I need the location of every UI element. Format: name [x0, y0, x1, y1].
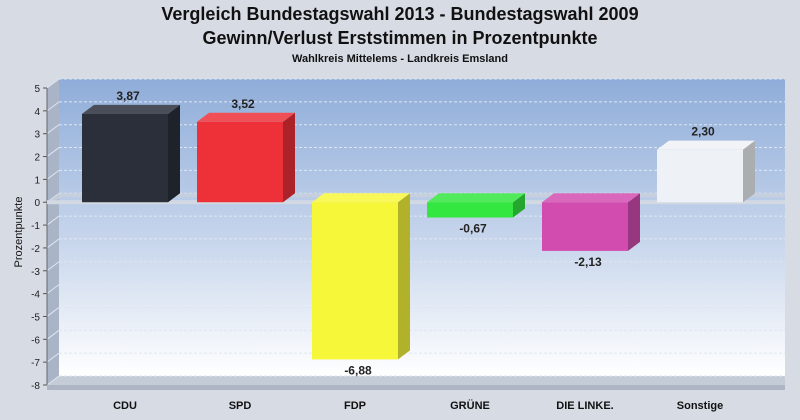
bar-top: [657, 140, 755, 150]
gridline-side: [46, 124, 60, 135]
plot-side-wall: [47, 79, 59, 385]
bar-top: [427, 193, 525, 203]
bar: [427, 202, 513, 218]
gridline-side: [46, 352, 60, 363]
bar: [657, 149, 743, 203]
gridline-side: [46, 215, 60, 226]
gridline-side: [46, 101, 60, 112]
plot-area: 5 4 3 2 1 0 -1 -2 -3 -4 -5 -6 -7 -8 3,87 CDU 3,52 SPD -6,8…: [31, 78, 785, 412]
bar: [312, 202, 398, 360]
bar-side: [513, 193, 525, 218]
gridline-side: [46, 238, 60, 249]
bar-top: [82, 104, 180, 114]
gridline-side: [46, 78, 60, 89]
chart-subtitle: Gewinn/Verlust Erststimmen in Prozentpun…: [202, 28, 598, 48]
data-label: 2,30: [691, 125, 715, 139]
chart-title: Vergleich Bundestagswahl 2013 - Bundesta…: [161, 4, 639, 24]
bar: [542, 202, 628, 251]
gridline-side: [46, 147, 60, 157]
plot-floor: [47, 376, 785, 385]
zero-line: [47, 200, 785, 205]
bar-side: [743, 140, 755, 203]
chart-caption: Wahlkreis Mittelems - Landkreis Emsland: [292, 53, 508, 65]
data-label: -2,13: [574, 255, 602, 269]
data-label: 3,52: [231, 97, 255, 111]
y-tick-label: -8: [31, 381, 40, 392]
bar-side: [168, 104, 180, 203]
data-label: -6,88: [344, 363, 372, 377]
y-tick-label: 3: [34, 130, 40, 141]
gridline-side: [46, 375, 60, 386]
bar-top: [312, 193, 410, 203]
y-tick-label: 5: [34, 84, 40, 95]
y-tick-label: 0: [34, 198, 40, 209]
data-label: 3,87: [116, 89, 140, 103]
bar-top: [197, 112, 295, 122]
bar-side: [628, 193, 640, 251]
bar: [197, 121, 283, 203]
y-tick-label: 2: [34, 153, 40, 164]
gridline-side: [46, 284, 60, 295]
y-tick-label: 4: [34, 107, 40, 118]
bar-side: [398, 193, 410, 360]
gridline-side: [46, 261, 60, 272]
gridline-side: [46, 307, 60, 317]
gridline-side: [46, 169, 60, 180]
x-tick-label: Sonstige: [677, 400, 723, 412]
x-tick-label: GRÜNE: [450, 399, 490, 412]
y-tick-label: -1: [31, 221, 40, 232]
y-tick-label: -6: [31, 335, 40, 346]
x-tick-label: SPD: [229, 400, 252, 412]
bar-top: [542, 193, 640, 203]
y-tick-label: -4: [31, 290, 40, 301]
x-tick-label: FDP: [344, 400, 366, 412]
x-tick-label: DIE LINKE.: [556, 400, 613, 412]
bar-side: [283, 112, 295, 203]
gridline-side: [46, 329, 60, 340]
y-tick-label: -2: [31, 244, 40, 255]
y-tick-label: 1: [34, 175, 40, 186]
data-label: -0,67: [459, 222, 487, 236]
plot-floor-edge: [47, 385, 785, 390]
x-tick-label: CDU: [113, 400, 137, 412]
y-tick-label: -7: [31, 358, 40, 369]
y-tick-label: -3: [31, 267, 40, 278]
y-tick-label: -5: [31, 312, 40, 323]
bar: [82, 113, 168, 203]
